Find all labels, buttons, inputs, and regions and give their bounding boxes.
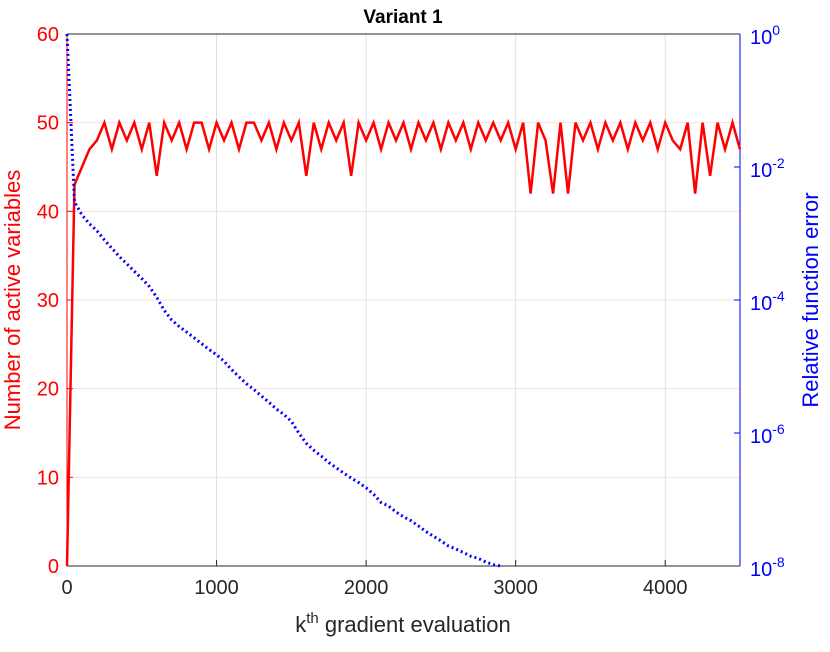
y-tick-label: 40 (37, 201, 59, 223)
y-tick-label: 0 (48, 556, 59, 578)
chart-title: Variant 1 (363, 7, 443, 28)
y-tick-label: 50 (37, 113, 59, 135)
x-tick-label: 2000 (344, 577, 389, 599)
x-tick-label: 3000 (493, 577, 538, 599)
x-tick-label: 0 (61, 577, 72, 599)
y-tick-label: 10 (37, 467, 59, 489)
y-tick-label: 20 (37, 379, 59, 401)
x-tick-label: 1000 (194, 577, 239, 599)
y2-tick-label: 10-6 (750, 421, 785, 448)
y2-axis-label: Relative function error (798, 192, 823, 407)
y-axis-label: Number of active variables (0, 170, 25, 430)
y2-tick-label: 10-2 (750, 155, 785, 182)
y2-tick-label: 10-8 (750, 554, 785, 581)
x-axis-label: kth gradient evaluation (295, 610, 511, 637)
y2-tick-label: 100 (750, 22, 780, 49)
series-line (65, 118, 742, 567)
y-tick-label: 60 (37, 24, 59, 46)
y-tick-label: 30 (37, 290, 59, 312)
x-tick-label: 4000 (643, 577, 688, 599)
y2-tick-label: 10-4 (750, 288, 785, 315)
